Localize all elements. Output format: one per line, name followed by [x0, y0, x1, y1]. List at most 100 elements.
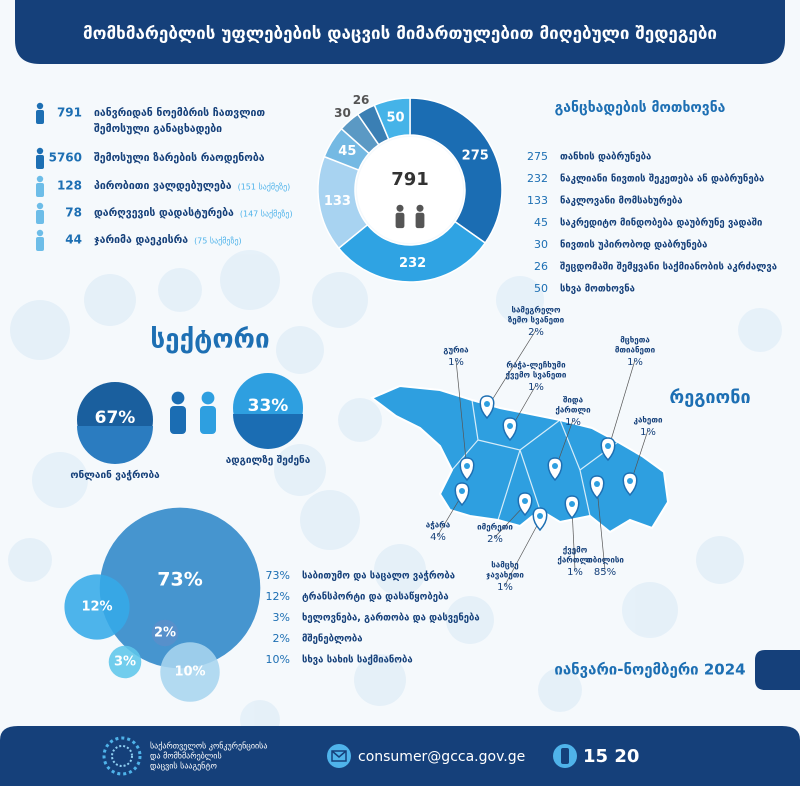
donut-total: 791 [391, 169, 429, 190]
stat-note: (75 საქმეზე) [194, 236, 242, 246]
sector-value: 33% [248, 396, 289, 416]
region-share: 1% [627, 357, 643, 368]
region-name: ქვემო [563, 546, 588, 555]
decor-circles [8, 250, 782, 740]
activity-bubble [64, 574, 130, 640]
map-pin-dot [484, 401, 490, 407]
requests-title: განცხადების მოთხოვნა [555, 100, 726, 116]
map-pin-dot [537, 513, 543, 519]
map-pin-dot [507, 423, 513, 429]
request-value: 275 [527, 150, 548, 163]
person-icon [170, 406, 186, 434]
bubble-label: 73% [157, 569, 202, 591]
activity-value: 2% [273, 632, 290, 645]
email-icon [327, 744, 351, 768]
region-share: 1% [497, 582, 513, 593]
region-share: 2% [528, 327, 544, 338]
map-pin-dot [569, 501, 575, 507]
regions-title: რეგიონი [669, 387, 750, 408]
bubble-label: 3% [114, 655, 136, 670]
donut-segment [337, 220, 487, 283]
request-label: სხვა მოთხოვნა [560, 284, 635, 295]
map-pin-dot [522, 498, 528, 504]
request-value: 133 [527, 194, 548, 207]
donut-segment [373, 97, 411, 141]
stat-icon [36, 237, 44, 251]
map-borders [451, 399, 619, 521]
map-pin-dot [552, 463, 558, 469]
stat-icon [36, 102, 44, 110]
phone[interactable]: 15 20 [583, 746, 639, 767]
request-value: 50 [534, 282, 548, 295]
footer-band [0, 726, 800, 786]
activity-label: ტრანსპორტი და დასაწყობება [302, 592, 449, 603]
stat-value: 791 [57, 106, 82, 120]
people-icon [416, 204, 424, 212]
person-icon [171, 391, 185, 405]
header-band [15, 0, 785, 64]
leader-line [494, 504, 526, 538]
phone-icon [553, 744, 577, 768]
stat-label: შემოსული ზარების რაოდენობა [94, 152, 265, 164]
stat-icon [36, 183, 44, 197]
region-name: ქართლი [555, 405, 591, 415]
people-icon [415, 212, 425, 229]
region-name: ზემო სვანეთი [508, 316, 565, 325]
region-share: 1% [448, 357, 464, 368]
stat-label: დარღვევის დადასტურება [94, 207, 234, 219]
region-name: შიდა [563, 396, 584, 405]
donut-label: 30 [334, 106, 351, 120]
donut-segment [409, 97, 503, 245]
logo [102, 736, 142, 776]
org-name: დაცვის სააგენტო [150, 761, 217, 771]
activity-bubble [160, 642, 220, 702]
activity-label: სხვა სახის საქმიანობა [302, 655, 413, 666]
person-icon [200, 406, 216, 434]
activity-bubble [151, 619, 179, 647]
map-pin-dot [605, 443, 611, 449]
bubble-label: 2% [154, 626, 176, 641]
sector-circle-shade [233, 414, 303, 449]
request-value: 45 [534, 216, 548, 229]
stat-label: იანვრიდან ნოემბრის ჩათვლით [94, 107, 265, 119]
stat-value: 44 [65, 233, 82, 247]
stat-value: 5760 [49, 151, 82, 165]
sector-circle-shade [77, 426, 153, 464]
people-icon [395, 212, 405, 229]
region-name: სამეგრელო [511, 305, 561, 315]
activity-bubble [108, 645, 142, 679]
stat-label: ჯარიმა დაეკისრა [94, 234, 188, 246]
request-label: ნაკლოვანი მომსახურება [560, 196, 682, 207]
stat-icon [36, 229, 44, 237]
people-icon [396, 204, 404, 212]
region-name: აჭარა [426, 520, 451, 530]
donut-label: 133 [324, 194, 351, 209]
stat-icon [36, 210, 44, 224]
stat-note: (151 საქმეზე) [238, 182, 291, 192]
region-name: ქართლი [557, 555, 593, 565]
region-share: 1% [640, 427, 656, 438]
donut-label: 45 [338, 144, 356, 159]
person-icon [201, 391, 215, 405]
email[interactable]: consumer@gcca.gov.ge [358, 749, 525, 765]
request-label: ნაკლიანი ნივთის შეკეთება ან დაბრუნება [560, 174, 764, 185]
stat-icon [36, 202, 44, 210]
tab [755, 650, 800, 690]
title: მომხმარებლის უფლებების დაცვის მიმართულებ… [83, 24, 717, 44]
stat-label: პირობითი ვალდებულება [94, 180, 232, 192]
stat-label: შემოსული განაცხადები [94, 123, 222, 135]
request-value: 30 [534, 238, 548, 251]
org-name: საქართველოს კონკურენციისა [150, 741, 267, 751]
activity-label: საბითუმო და საცალო ვაჭრობა [302, 571, 455, 582]
leader-line [596, 487, 606, 571]
stat-icon [36, 175, 44, 183]
sector-label: ონლაინ ვაჭრობა [70, 469, 160, 481]
map-pin-dot [464, 463, 470, 469]
stat-icon [36, 147, 44, 155]
region-name: გურია [443, 345, 469, 355]
region-share: 85% [594, 567, 616, 578]
activity-label: მშენებლობა [302, 634, 363, 645]
region-name: კახეთი [634, 416, 663, 425]
